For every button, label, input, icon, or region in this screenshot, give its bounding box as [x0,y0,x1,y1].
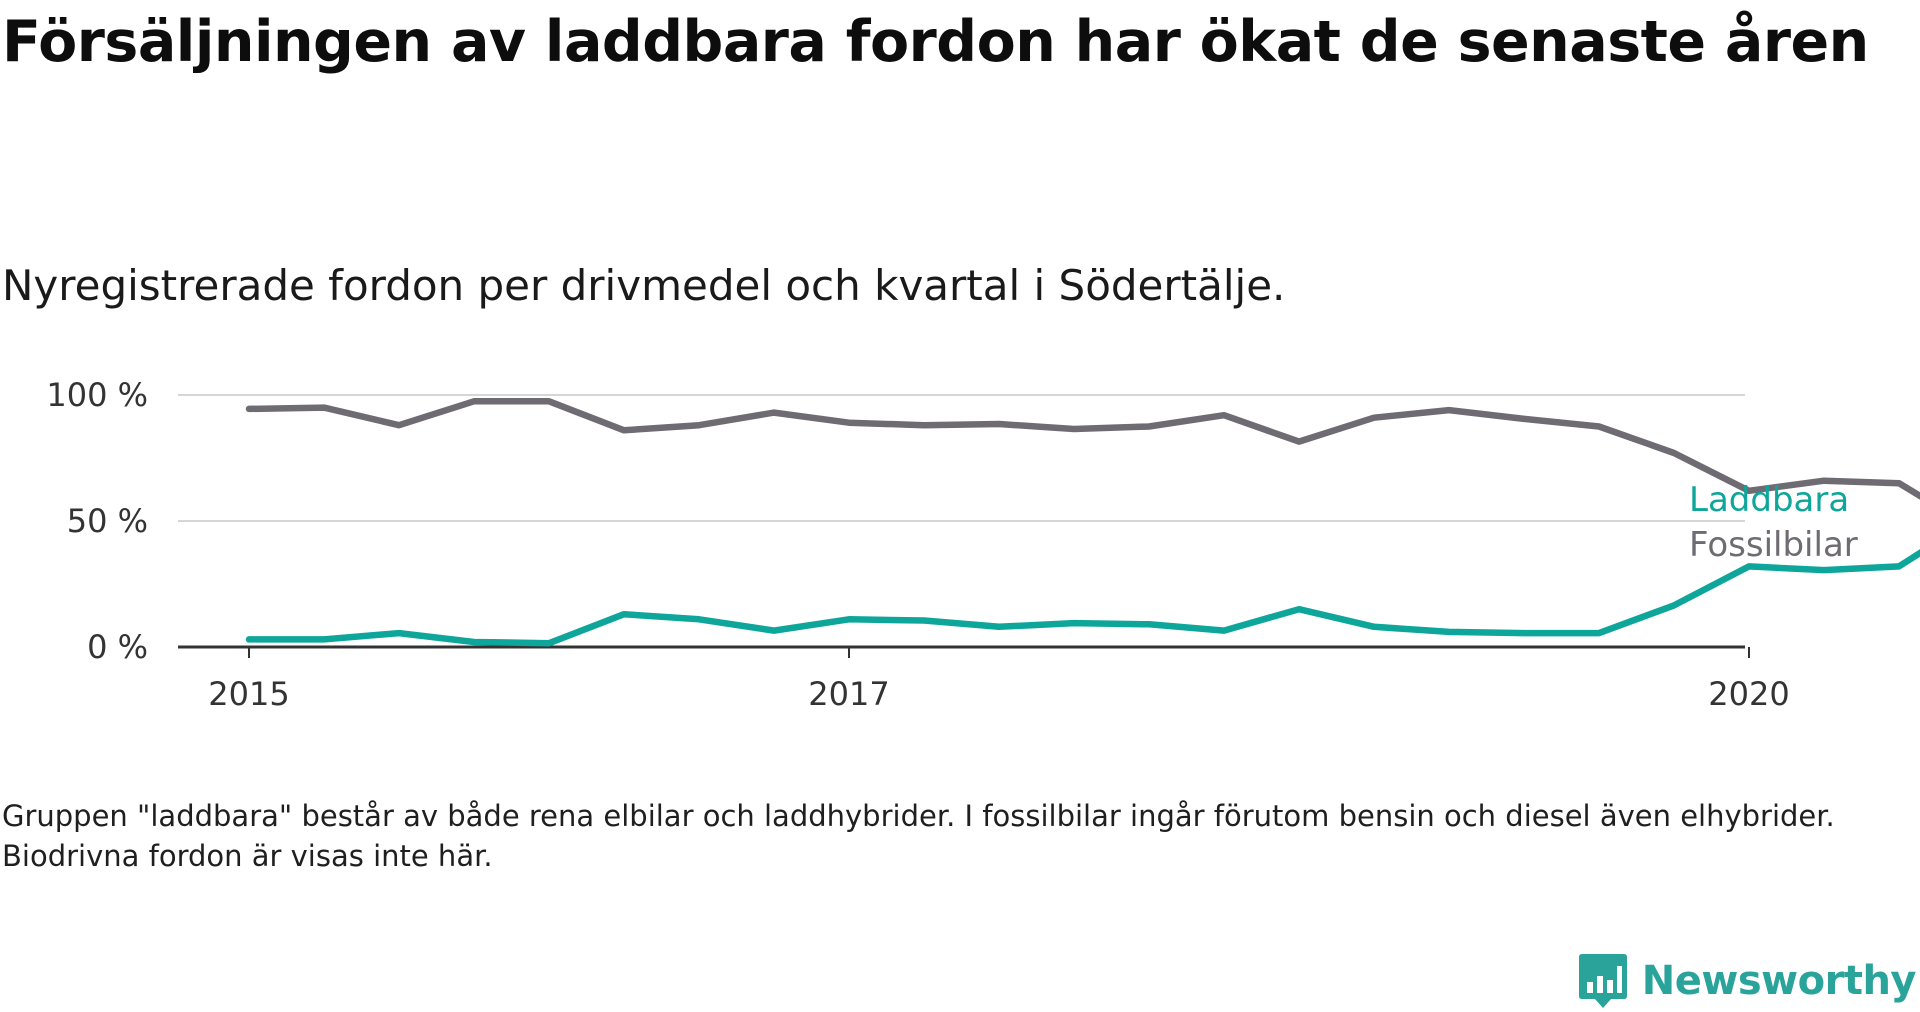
brand-name: Newsworthy [1641,958,1917,1004]
gridlines [178,394,1745,522]
brand-logo: Newsworthy [1578,950,1917,1012]
y-axis-ticks: 0 % 50 % 100 % [46,376,148,666]
series-labels: Fossilbilar Laddbara [1689,480,1858,565]
newsworthy-logo-icon [1578,954,1627,1008]
y-tick-label: 50 % [67,502,148,540]
series-line-fossilbilar [245,398,1920,500]
x-tick-label: 2017 [808,675,889,713]
footnote: Gruppen "laddbara" består av både rena e… [2,799,1835,873]
x-tick-label: 2015 [208,675,289,713]
chart-title: Försäljningen av laddbara fordon har öka… [2,9,1869,75]
x-tick-label: 2020 [1708,675,1789,713]
x-axis: 20152017202020222024 [178,645,1790,713]
y-tick-label: 100 % [46,376,148,414]
chart-subtitle: Nyregistrerade fordon per drivmedel och … [2,261,1286,310]
line-chart: 0 %50 %100 % 20152017202020222024 Fossil… [46,376,1920,713]
series-label-fossilbilar: Fossilbilar [1689,525,1858,565]
series-lines [245,398,1920,647]
series-line-laddbara [245,549,1920,647]
series-label-laddbara: Laddbara [1689,480,1849,520]
y-tick-label: 0 % [87,628,148,666]
